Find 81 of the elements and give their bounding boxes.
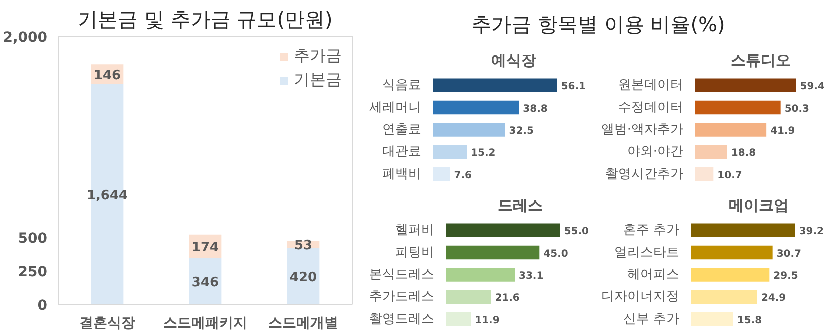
legend-label: 기본금 xyxy=(294,70,342,91)
data-label: 32.5 xyxy=(509,126,534,137)
data-label: 174 xyxy=(192,240,220,256)
y-tick-label: 디자이너지정 xyxy=(602,290,680,305)
y-tick-label: 폐백비 xyxy=(382,166,422,182)
y-tick-label: 0 xyxy=(38,298,48,314)
chart-subtitle: 메이크업 xyxy=(729,196,789,214)
bar xyxy=(696,145,728,160)
bar xyxy=(446,290,492,304)
y-tick-label: 촬영시간추가 xyxy=(606,166,684,182)
data-label: 15.8 xyxy=(737,315,762,326)
bar xyxy=(696,123,767,137)
bar xyxy=(434,145,468,160)
y-tick-label: 2,000 xyxy=(3,30,48,46)
data-label: 24.9 xyxy=(761,293,786,304)
data-label: 15.2 xyxy=(471,148,496,160)
x-tick-label: 결혼식장 xyxy=(80,316,136,332)
y-tick-label: 수정데이터 xyxy=(618,100,684,116)
chart-subtitle: 예식장 xyxy=(492,52,536,70)
data-label: 39.2 xyxy=(799,226,824,238)
bar xyxy=(434,168,450,182)
data-label: 45.0 xyxy=(544,248,568,260)
data-label: 146 xyxy=(94,68,122,84)
data-label: 18.8 xyxy=(731,148,756,160)
data-label: 21.6 xyxy=(495,293,520,304)
y-tick-label: 250 xyxy=(18,264,48,280)
y-tick-label: 얼리스타트 xyxy=(614,245,680,260)
y-tick-label: 헬퍼비 xyxy=(396,223,434,238)
bar xyxy=(446,224,560,238)
y-tick-label: 식음료 xyxy=(382,78,422,94)
legend-label: 추가금 xyxy=(294,46,342,67)
y-tick-label: 원본데이터 xyxy=(618,78,684,94)
bar xyxy=(434,100,520,115)
data-label: 55.0 xyxy=(564,226,590,238)
bar xyxy=(692,224,796,238)
data-label: 420 xyxy=(290,270,318,286)
bar xyxy=(434,123,506,137)
data-label: 59.4 xyxy=(800,82,825,93)
bar xyxy=(696,100,781,115)
y-tick-label: 대관료 xyxy=(382,144,422,160)
chart-subtitle: 드레스 xyxy=(498,196,543,214)
y-tick-label: 야외·야간 xyxy=(627,144,684,160)
bar xyxy=(696,78,796,92)
data-label: 53 xyxy=(294,238,313,254)
text: 추가금 항목별 이용 비율(%) xyxy=(472,12,726,37)
y-tick-label: 피팅비 xyxy=(396,245,434,260)
data-label: 10.7 xyxy=(718,170,742,182)
data-label: 346 xyxy=(192,275,220,290)
y-tick-label: 앨범·액자추가 xyxy=(601,122,684,138)
data-label: 41.9 xyxy=(770,126,796,137)
y-tick-label: 500 xyxy=(18,231,48,247)
data-label: 38.8 xyxy=(523,104,548,115)
data-label: 1,644 xyxy=(86,188,128,204)
y-tick-label: 혼주 추가 xyxy=(623,223,680,238)
bar xyxy=(446,312,472,326)
bar xyxy=(692,290,758,304)
bar xyxy=(692,246,773,260)
y-tick-label: 헤어피스 xyxy=(628,268,680,282)
bar xyxy=(692,312,734,326)
data-label: 30.7 xyxy=(776,248,802,260)
y-tick-label: 추가드레스 xyxy=(370,290,434,305)
x-tick-label: 스드메패키지 xyxy=(164,316,248,332)
bar xyxy=(446,246,540,260)
bar xyxy=(446,268,516,282)
chart-title: 기본금 및 추가금 규모(만원) xyxy=(78,8,333,32)
data-label: 7.6 xyxy=(454,170,472,182)
data-label: 50.3 xyxy=(784,104,810,115)
y-tick-label: 촬영드레스 xyxy=(370,312,434,327)
bar xyxy=(692,268,770,282)
y-tick-label: 신부 추가 xyxy=(623,312,680,327)
data-label: 29.5 xyxy=(774,271,798,282)
data-label: 56.1 xyxy=(561,82,586,93)
data-label: 33.1 xyxy=(519,271,544,282)
bar xyxy=(696,168,714,182)
chart-subtitle: 스튜디오 xyxy=(731,52,791,70)
y-tick-label: 연출료 xyxy=(382,122,422,138)
x-tick-label: 스드메개별 xyxy=(268,316,338,332)
bar xyxy=(434,78,558,92)
data-label: 11.9 xyxy=(475,315,500,326)
y-tick-label: 본식드레스 xyxy=(370,268,434,282)
y-tick-label: 세레머니 xyxy=(370,100,422,116)
